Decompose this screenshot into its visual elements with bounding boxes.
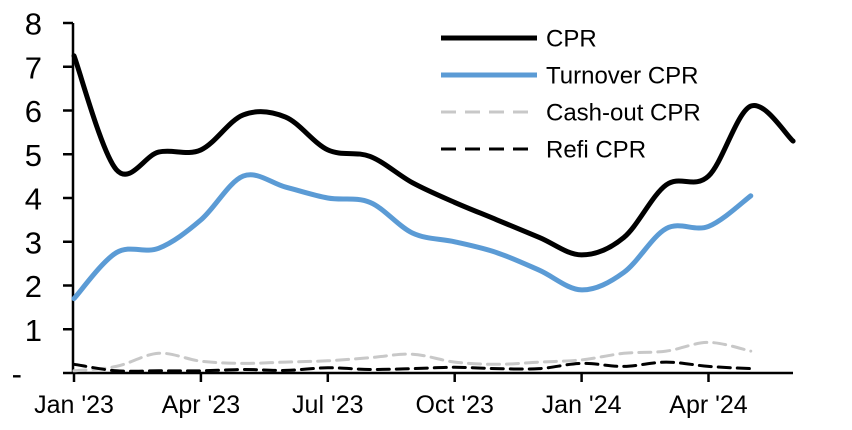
y-tick-label: 2 <box>25 269 42 304</box>
y-tick-label: 4 <box>25 182 42 217</box>
x-tick-label: Oct '23 <box>415 391 493 419</box>
legend-label: Refi CPR <box>546 137 646 164</box>
legend-item: CPR <box>441 26 597 53</box>
legend-label: Turnover CPR <box>546 63 698 90</box>
legend-label: CPR <box>546 26 597 53</box>
y-tick-label: - <box>12 357 22 392</box>
series-line-refi-cpr <box>72 360 753 373</box>
x-tick-label: Apr '24 <box>669 391 748 419</box>
x-tick-label: Jan '23 <box>34 391 114 419</box>
chart-legend: CPR Turnover CPR Cash-out CPR Refi CPR <box>441 26 701 164</box>
legend-item: Turnover CPR <box>441 63 698 90</box>
x-tick-label: Jan '24 <box>542 391 622 419</box>
legend-label: Cash-out CPR <box>546 100 701 127</box>
series-line-turnover-cpr <box>71 172 754 302</box>
y-tick-label: 8 <box>25 7 42 42</box>
series-layer <box>71 53 796 373</box>
y-tick-label: 1 <box>25 313 42 348</box>
series-line-cpr <box>71 53 796 258</box>
x-tick-label: Jul '23 <box>292 391 363 419</box>
y-tick-label: 6 <box>25 94 42 129</box>
axes-layer: -1 2 3 4 5 6 7 8 Jan '23 Apr '23 Jul '23 Oct '23 Jan… <box>12 7 793 419</box>
y-tick-label: 3 <box>25 225 42 260</box>
legend-item: Refi CPR <box>441 137 646 164</box>
y-tick-label: 5 <box>25 138 42 173</box>
series-line-cash-out-cpr <box>72 340 753 373</box>
legend-item: Cash-out CPR <box>441 100 701 127</box>
y-tick-label: 7 <box>25 50 42 85</box>
x-tick-label: Apr '23 <box>162 391 240 419</box>
